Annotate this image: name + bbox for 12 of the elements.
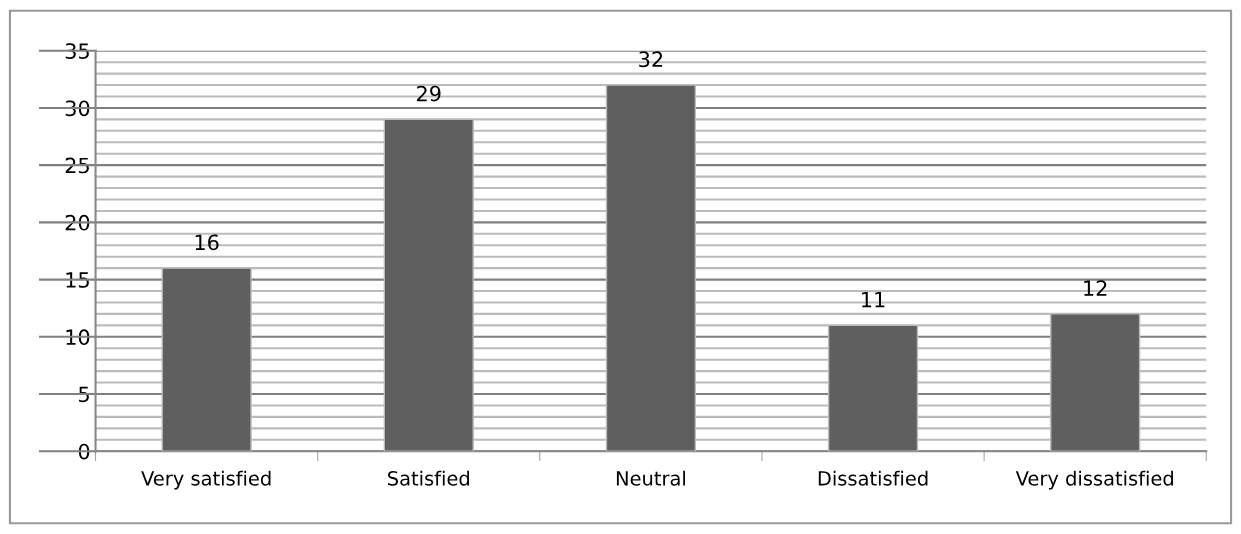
data-label: 12: [1084, 280, 1107, 296]
data-label: 11: [862, 291, 885, 308]
x-tick-label: Very dissatisfied: [1015, 470, 1173, 490]
x-tick-label: Dissatisfied: [818, 470, 928, 486]
x-tick-label: Neutral: [616, 470, 685, 486]
y-tick-label: 20: [65, 214, 90, 231]
x-tick-label: Satisfied: [388, 470, 469, 486]
y-tick-label: 10: [66, 329, 90, 346]
data-label: 16: [195, 234, 219, 251]
data-label: 32: [639, 51, 663, 68]
data-label: 29: [417, 85, 441, 102]
x-tick-label: Very satisfied: [141, 470, 271, 490]
